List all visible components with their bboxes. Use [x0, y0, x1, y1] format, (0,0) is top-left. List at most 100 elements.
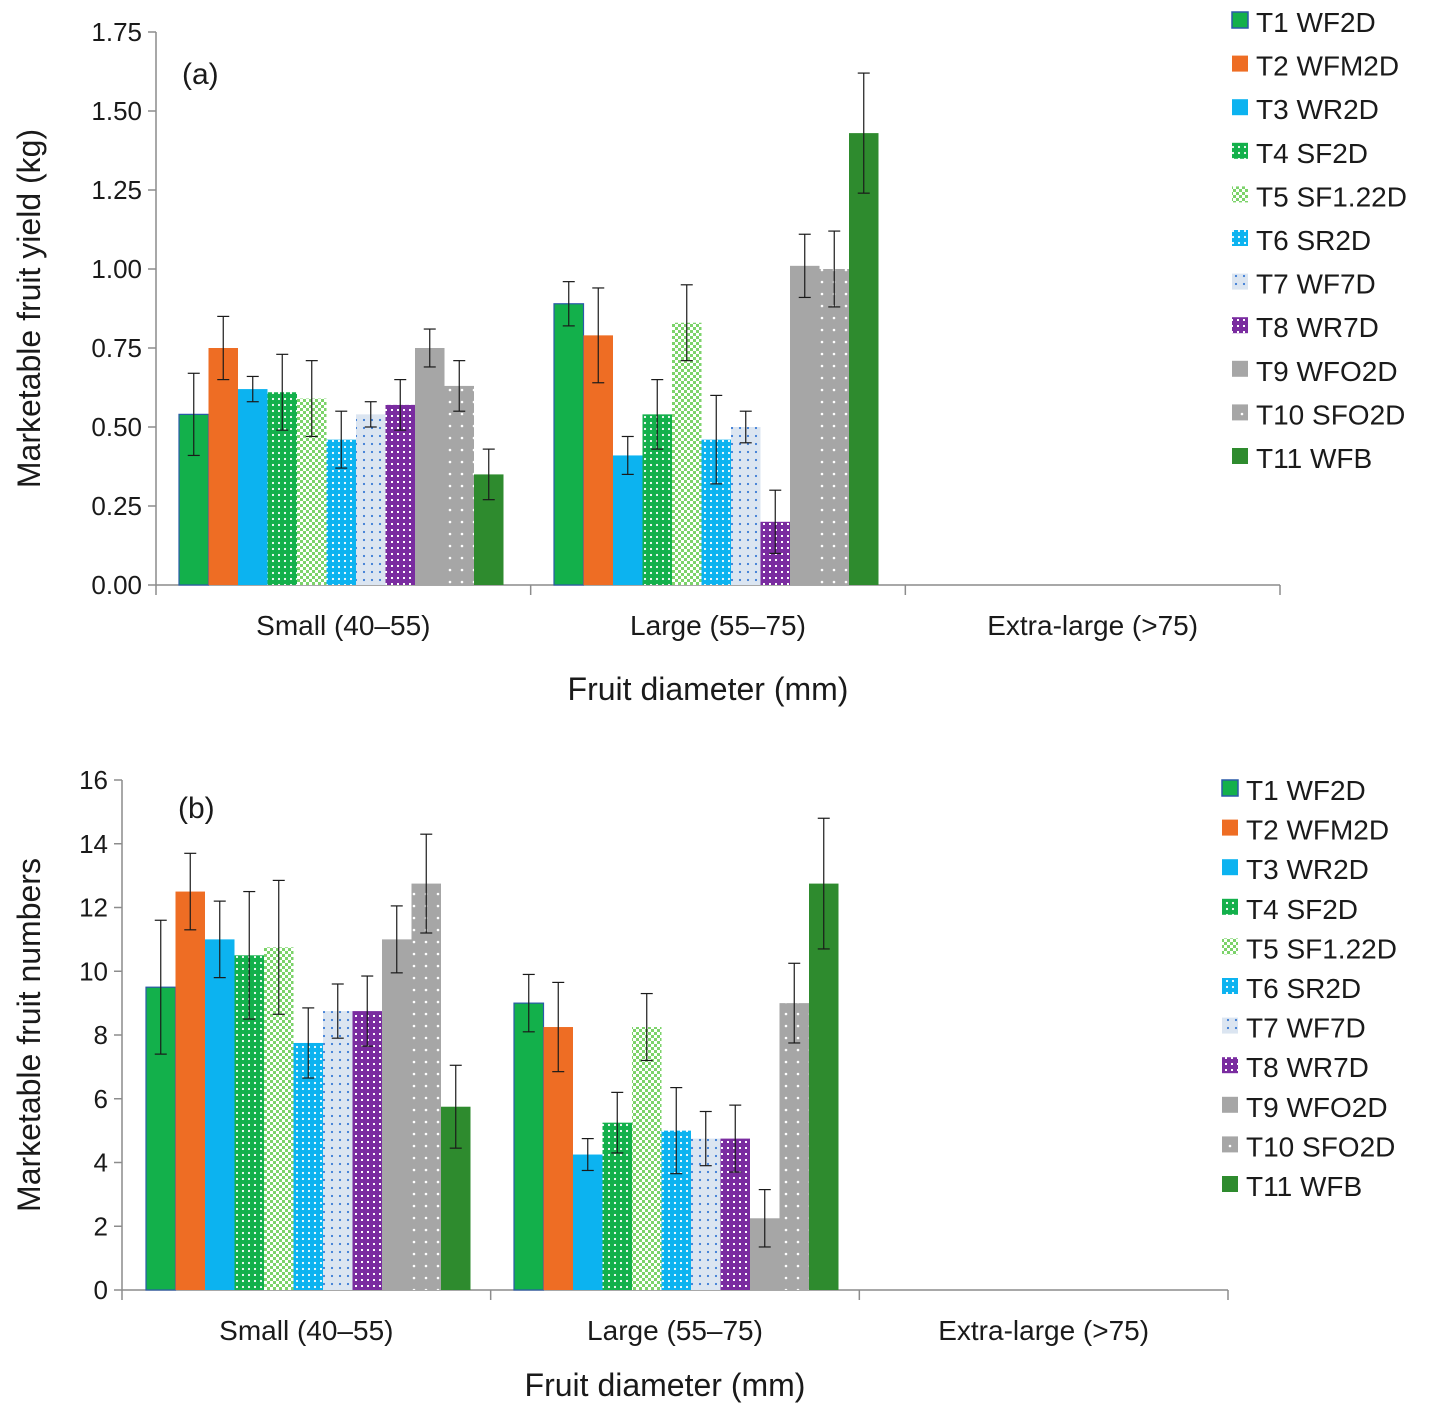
- y-axis-title: Marketable fruit numbers: [11, 858, 47, 1212]
- legend-swatch-t7-wf7d: [1232, 273, 1248, 290]
- y-tick-label: 14: [79, 829, 108, 859]
- panel-a: 0.00 0.25 0.50 0.75 1.00 1.25 1.50 1.75 Small (4…: [11, 7, 1407, 707]
- y-tick-label: 2: [94, 1211, 108, 1241]
- bar-t6-sr2d-small-40-55: [293, 1042, 323, 1290]
- y-tick-label: 8: [94, 1020, 108, 1050]
- bar-t5-sf1-22d-large-55-75: [632, 1027, 662, 1290]
- x-category-label: Large (55–75): [587, 1315, 763, 1346]
- bar-t10-sfo2d-large-55-75: [819, 269, 849, 585]
- bar-t3-wr2d-large-55-75: [613, 455, 643, 585]
- legend-swatch-t11-wfb: [1222, 1176, 1238, 1192]
- bar-t3-wr2d-small-40-55: [238, 389, 268, 585]
- legend-label-t8-wr7d: T8 WR7D: [1246, 1052, 1369, 1083]
- y-tick-label: 0.75: [91, 333, 142, 363]
- x-category-label: Extra-large (>75): [987, 610, 1198, 641]
- bar-t11-wfb-large-55-75: [849, 133, 879, 585]
- legend-swatch-t10-sfo2d: [1232, 404, 1248, 421]
- bar-t10-sfo2d-small-40-55: [444, 385, 474, 585]
- legend-swatch-t2-wfm2d: [1222, 819, 1238, 836]
- legend-label-t11-wfb: T11 WFB: [1256, 443, 1372, 474]
- legend-label-t7-wf7d: T7 WF7D: [1246, 1013, 1366, 1044]
- legend-swatch-t8-wr7d: [1222, 1057, 1238, 1074]
- legend-swatch-t8-wr7d: [1232, 317, 1248, 334]
- bar-t10-sfo2d-small-40-55: [411, 883, 441, 1290]
- legend-swatch-t3-wr2d: [1222, 859, 1238, 876]
- y-tick-label: 1.75: [91, 17, 142, 47]
- bar-t10-sfo2d-large-55-75: [779, 1003, 809, 1290]
- y-tick-label: 10: [79, 956, 108, 986]
- y-tick-label: 0.25: [91, 491, 142, 521]
- x-axis-title: Fruit diameter (mm): [568, 671, 849, 707]
- bar-t7-wf7d-large-55-75: [731, 427, 761, 585]
- x-category-label: Extra-large (>75): [938, 1315, 1149, 1346]
- y-tick-label: 0.50: [91, 412, 142, 442]
- panel-b: 0 2 4 6 8 10 12 14 16 Small (40–55) Large (55–75) E…: [11, 765, 1397, 1403]
- panel-label: (a): [182, 58, 219, 91]
- legend-label-t11-wfb: T11 WFB: [1246, 1171, 1362, 1202]
- legend-label-t6-sr2d: T6 SR2D: [1246, 973, 1361, 1004]
- legend-label-t3-wr2d: T3 WR2D: [1246, 854, 1369, 885]
- legend-label-t4-sf2d: T4 SF2D: [1256, 138, 1368, 169]
- y-tick-label: 16: [79, 765, 108, 795]
- bar-t1-wf2d-large-55-75: [553, 303, 585, 586]
- bar-t8-wr7d-small-40-55: [352, 1011, 382, 1290]
- y-tick-label: 1.00: [91, 254, 142, 284]
- legend-swatch-t5-sf1-22d: [1232, 186, 1248, 203]
- legend-swatch-t7-wf7d: [1222, 1017, 1238, 1034]
- bar-t7-wf7d-small-40-55: [323, 1011, 353, 1290]
- y-tick-label: 12: [79, 893, 108, 923]
- legend-swatch-t10-sfo2d: [1222, 1136, 1238, 1153]
- legend-swatch-t3-wr2d: [1232, 99, 1248, 116]
- panel-label: (b): [178, 792, 215, 825]
- y-tick-label: 6: [94, 1084, 108, 1114]
- legend-label-t8-wr7d: T8 WR7D: [1256, 312, 1379, 343]
- legend-label-t9-wfo2d: T9 WFO2D: [1246, 1092, 1388, 1123]
- legend-swatch-t1-wf2d: [1231, 11, 1249, 29]
- bar-t9-wfo2d-large-55-75: [790, 265, 820, 585]
- legend-label-t6-sr2d: T6 SR2D: [1256, 225, 1371, 256]
- y-axis-title: Marketable fruit yield (kg): [11, 129, 47, 488]
- x-category-label: Small (40–55): [256, 610, 430, 641]
- legend-label-t9-wfo2d: T9 WFO2D: [1256, 356, 1398, 387]
- bar-t9-wfo2d-small-40-55: [382, 939, 412, 1290]
- bar-t8-wr7d-small-40-55: [385, 404, 415, 585]
- y-tick-label: 1.50: [91, 96, 142, 126]
- legend-label-t2-wfm2d: T2 WFM2D: [1246, 815, 1389, 846]
- bar-t3-wr2d-large-55-75: [573, 1154, 603, 1290]
- legend-label-t5-sf1-22d: T5 SF1.22D: [1256, 181, 1407, 212]
- x-category-label: Small (40–55): [219, 1315, 393, 1346]
- legend-label-t1-wf2d: T1 WF2D: [1256, 7, 1376, 38]
- bar-t9-wfo2d-small-40-55: [415, 348, 445, 585]
- legend-swatch-t1-wf2d: [1221, 779, 1239, 797]
- bar-t11-wfb-large-55-75: [809, 883, 839, 1290]
- bar-t2-wfm2d-small-40-55: [208, 348, 238, 585]
- legend-label-t3-wr2d: T3 WR2D: [1256, 94, 1379, 125]
- legend-swatch-t4-sf2d: [1232, 142, 1248, 159]
- legend-label-t5-sf1-22d: T5 SF1.22D: [1246, 933, 1397, 964]
- legend-swatch-t11-wfb: [1232, 448, 1248, 464]
- legend-label-t10-sfo2d: T10 SFO2D: [1246, 1131, 1395, 1162]
- y-tick-label: 0: [94, 1275, 108, 1305]
- legend-swatch-t9-wfo2d: [1232, 360, 1248, 377]
- legend-label-t1-wf2d: T1 WF2D: [1246, 775, 1366, 806]
- bar-t1-wf2d-large-55-75: [513, 1002, 545, 1291]
- legend-swatch-t4-sf2d: [1222, 898, 1238, 915]
- legend-label-t10-sfo2d: T10 SFO2D: [1256, 399, 1405, 430]
- y-tick-label: 1.25: [91, 175, 142, 205]
- bar-t2-wfm2d-small-40-55: [175, 891, 205, 1290]
- legend-swatch-t6-sr2d: [1222, 978, 1238, 994]
- legend-label-t4-sf2d: T4 SF2D: [1246, 894, 1358, 925]
- bar-t7-wf7d-small-40-55: [356, 414, 386, 585]
- x-category-label: Large (55–75): [630, 610, 806, 641]
- legend-label-t2-wfm2d: T2 WFM2D: [1256, 51, 1399, 82]
- x-axis-title: Fruit diameter (mm): [525, 1367, 806, 1403]
- legend-swatch-t6-sr2d: [1232, 230, 1248, 246]
- bar-t3-wr2d-small-40-55: [205, 939, 235, 1290]
- legend-swatch-t2-wfm2d: [1232, 55, 1248, 72]
- bar-t5-sf1-22d-large-55-75: [672, 322, 702, 585]
- y-tick-label: 0.00: [91, 570, 142, 600]
- legend-label-t7-wf7d: T7 WF7D: [1256, 269, 1376, 300]
- legend-swatch-t9-wfo2d: [1222, 1096, 1238, 1113]
